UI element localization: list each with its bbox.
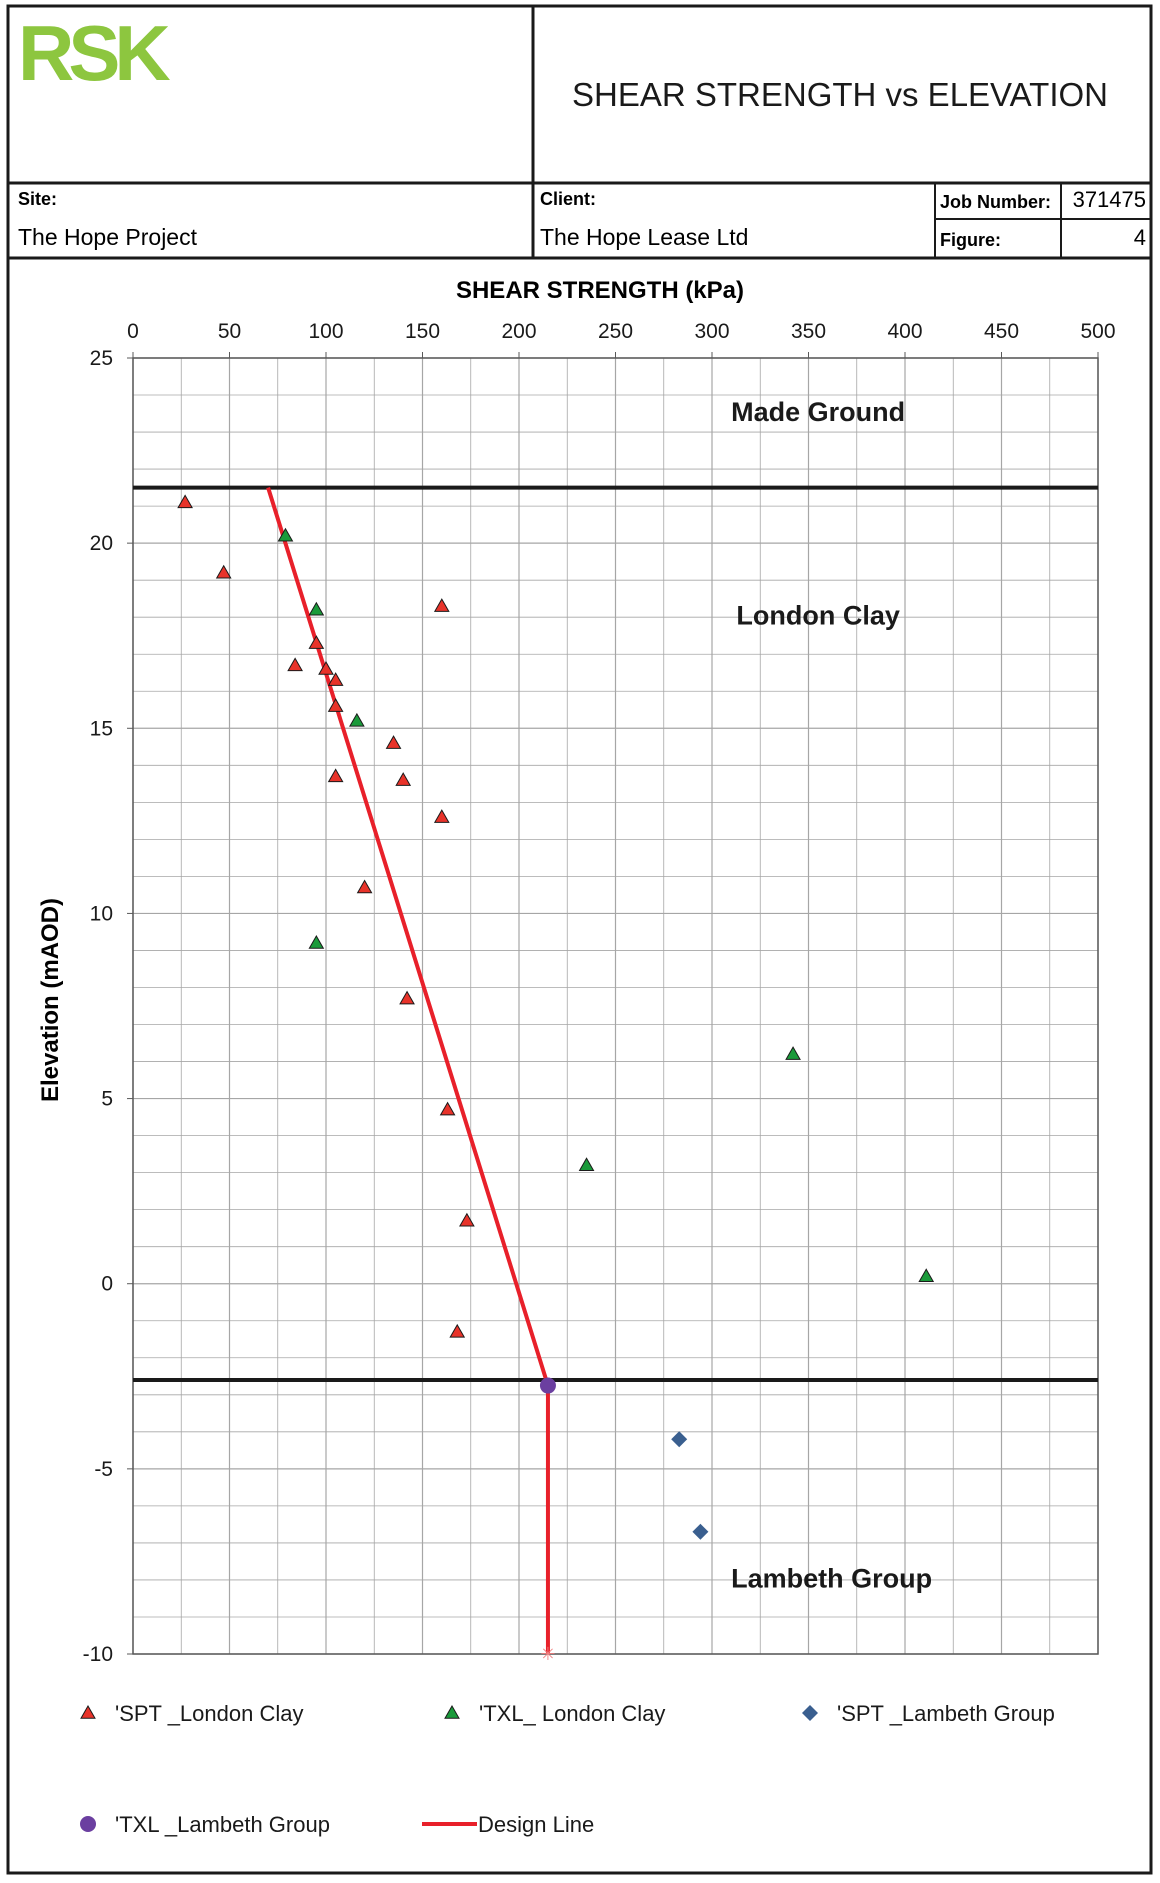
x-tick-label: 0 <box>127 320 139 343</box>
figure-label: Figure: <box>940 230 1001 250</box>
data-point-spt-london-clay <box>318 661 334 675</box>
legend: 'SPT _London Clay 'TXL_ London Clay 'SPT _… <box>80 1701 1055 1837</box>
x-tick-label: 450 <box>984 320 1019 343</box>
data-point-spt-lambeth-group <box>671 1431 688 1448</box>
legend-label: 'SPT _London Clay <box>115 1701 303 1726</box>
data-point-txl-london-clay <box>308 935 325 949</box>
y-tick-label: 15 <box>90 717 113 740</box>
plot-area: 0 50 100 150 200 250 300 350 400 450 5002520151050… <box>83 320 1116 1666</box>
x-tick-label: 250 <box>598 320 633 343</box>
y-tick-label: 0 <box>101 1273 113 1296</box>
x-tick-label: 400 <box>887 320 922 343</box>
x-tick-label: 200 <box>501 320 536 343</box>
data-point-spt-london-clay <box>433 598 450 612</box>
data-point-txl-london-clay <box>277 527 294 542</box>
data-point-spt-london-clay <box>215 564 232 579</box>
data-point-spt-lambeth-group <box>692 1523 709 1540</box>
data-point-spt-london-clay <box>287 657 303 672</box>
legend-label: 'SPT _Lambeth Group <box>837 1701 1055 1726</box>
legend-swatch <box>80 1704 96 1719</box>
design-line-end-marker: ✳ <box>540 1644 555 1664</box>
header-grid <box>8 6 1151 260</box>
y-tick-label: 5 <box>101 1088 113 1111</box>
data-point-txl-london-clay <box>349 712 365 727</box>
y-axis-title: Elevation (mAOD) <box>37 898 64 1102</box>
data-point-txl-london-clay <box>918 1268 935 1283</box>
data-point-spt-london-clay <box>327 768 344 783</box>
y-tick-label: 25 <box>90 347 113 370</box>
data-point-spt-london-clay <box>433 809 450 823</box>
x-tick-label: 500 <box>1080 320 1115 343</box>
job-number-value: 371475 <box>1073 187 1146 212</box>
data-point-spt-london-clay <box>356 879 373 894</box>
x-tick-label: 150 <box>405 320 440 343</box>
legend-label: Design Line <box>478 1812 594 1837</box>
legend-label: 'TXL_ London Clay <box>479 1701 665 1726</box>
site-value: The Hope Project <box>18 224 198 250</box>
data-point-spt-london-clay <box>459 1212 475 1227</box>
legend-swatch <box>802 1705 818 1721</box>
x-tick-label: 100 <box>308 320 343 343</box>
data-point-txl-london-clay <box>308 601 325 616</box>
site-label: Site: <box>18 189 57 209</box>
stratum-label: Made Ground <box>731 397 905 427</box>
y-tick-label: -10 <box>83 1643 113 1666</box>
y-tick-label: 20 <box>90 532 113 555</box>
report-title: SHEAR STRENGTH vs ELEVATION <box>572 76 1108 113</box>
client-label: Client: <box>540 189 596 209</box>
data-point-spt-london-clay <box>439 1101 456 1116</box>
y-tick-label: 10 <box>90 902 113 925</box>
data-point-txl-lambeth-group <box>539 1377 556 1394</box>
job-number-label: Job Number: <box>940 192 1051 212</box>
legend-label: 'TXL _Lambeth Group <box>115 1812 330 1837</box>
stratum-label: London Clay <box>736 601 900 631</box>
x-tick-label: 350 <box>791 320 826 343</box>
x-axis-title: SHEAR STRENGTH (kPa) <box>456 277 744 304</box>
data-point-spt-london-clay <box>327 698 344 712</box>
data-point-spt-london-clay <box>399 990 415 1005</box>
rsk-logo: RSK <box>18 9 170 97</box>
data-point-spt-london-clay <box>177 494 193 509</box>
design-line <box>266 487 550 1654</box>
legend-swatch <box>80 1816 96 1832</box>
page-frame <box>6 4 1153 1875</box>
data-point-spt-london-clay <box>385 735 402 749</box>
data-point-txl-london-clay <box>785 1046 801 1060</box>
x-tick-label: 300 <box>694 320 729 343</box>
y-tick-label: -5 <box>94 1458 113 1481</box>
x-tick-label: 50 <box>218 320 241 343</box>
data-point-spt-london-clay <box>327 672 344 686</box>
client-value: The Hope Lease Ltd <box>540 224 748 250</box>
stratum-label: Lambeth Group <box>731 1563 932 1593</box>
data-point-spt-london-clay <box>395 772 412 786</box>
data-point-spt-london-clay <box>449 1323 466 1338</box>
legend-swatch <box>444 1704 460 1719</box>
figure-value: 4 <box>1134 225 1146 250</box>
data-point-txl-london-clay <box>578 1157 595 1171</box>
data-point-spt-london-clay <box>308 635 325 649</box>
